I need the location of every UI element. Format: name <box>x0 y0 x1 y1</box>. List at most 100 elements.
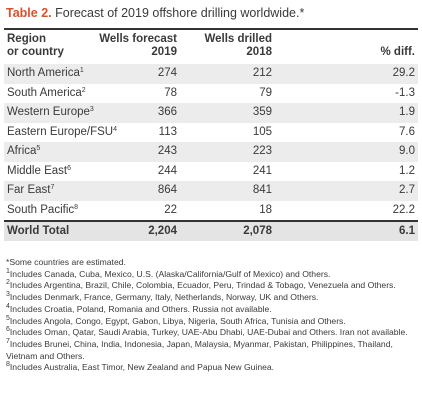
forecast-cell: 864 <box>157 184 177 196</box>
diff-cell: -1.3 <box>395 86 415 99</box>
region-cell: Western Europe3 <box>7 103 94 123</box>
region-cell: Africa5 <box>7 142 40 162</box>
footnote-number: 2 <box>6 279 10 287</box>
table-row: Eastern Europe/FSU4 113 105 7.6 <box>4 123 418 143</box>
note-ref: 3 <box>89 106 94 113</box>
table-row: South America2 78 79 -1.3 <box>4 84 418 104</box>
region: Eastern Europe/FSU <box>7 125 114 138</box>
drilled-cell: 2,078 <box>243 225 272 237</box>
region: Africa <box>7 145 37 157</box>
table-title: Table 2. Forecast of 2019 offshore drill… <box>6 6 304 20</box>
title-label: Table 2. <box>6 6 52 20</box>
table-row: North America1 274 212 29.2 <box>4 64 418 84</box>
footnote-number: 1 <box>6 267 10 275</box>
header-cell: Wells drilled 2018 <box>204 33 272 59</box>
footnote-number: 4 <box>6 302 10 310</box>
diff-cell: 1.2 <box>399 164 415 177</box>
forecast-cell: 78 <box>164 86 177 99</box>
region-cell: World Total <box>7 225 70 237</box>
note-ref: 5 <box>36 145 41 152</box>
region-cell: South Pacific8 <box>7 201 78 221</box>
region-cell: Far East7 <box>7 181 54 201</box>
title-text: Forecast of 2019 offshore drilling world… <box>55 6 305 20</box>
forecast-cell: 274 <box>157 67 177 79</box>
note-ref: 2 <box>81 86 86 94</box>
footnote-text: Includes Canada, Cuba, Mexico, U.S. (Ala… <box>9 268 331 279</box>
footnote-text: Includes Croatia, Poland, Romania and Ot… <box>9 303 272 314</box>
footnote-text: Includes Denmark, France, Germany, Italy… <box>9 292 319 303</box>
footnote: 6Includes Oman, Qatar, Saudi Arabia, Tur… <box>6 326 418 339</box>
diff-cell: 6.1 <box>399 225 415 237</box>
forecast-cell: 366 <box>157 106 177 118</box>
diff-cell: 9.0 <box>399 145 415 157</box>
note-ref: 4 <box>113 125 118 133</box>
region-cell: South America2 <box>7 84 86 104</box>
drilled-cell: 223 <box>252 145 272 157</box>
header-cell: Region or country <box>7 33 64 59</box>
footnote-number: 8 <box>6 361 10 369</box>
footnotes: *Some countries are estimated. 1Includes … <box>6 257 418 374</box>
forecast-cell: 2,204 <box>148 225 177 237</box>
header-line: 2019 <box>151 46 177 58</box>
region: Middle East <box>7 164 68 177</box>
table-row: Western Europe3 366 359 1.9 <box>4 103 418 123</box>
footnote: 7Includes Brunei, China, India, Indonesi… <box>6 337 418 362</box>
table-row: South Pacific8 22 18 22.2 <box>4 201 418 221</box>
region: South America <box>7 86 82 99</box>
drilled-cell: 18 <box>259 203 272 216</box>
note-ref: 7 <box>50 184 55 191</box>
diff-cell: 29.2 <box>392 67 415 79</box>
drilled-cell: 79 <box>259 86 272 99</box>
footnote-text: Includes Argentina, Brazil, Chile, Colom… <box>9 280 396 291</box>
header-row: Region or country Wells forecast 2019 Wells … <box>4 30 418 64</box>
diff-cell: 1.9 <box>399 106 415 118</box>
footnote: 3Includes Denmark, France, Germany, Ital… <box>6 291 418 304</box>
drilled-cell: 241 <box>252 164 272 177</box>
region: North America <box>7 67 80 79</box>
footnote-number: 3 <box>6 291 10 299</box>
footnote-text: Includes Angola, Congo, Egypt, Gabon, Li… <box>9 315 346 326</box>
forecast-cell: 113 <box>158 125 177 138</box>
footnote: 2Includes Argentina, Brazil, Chile, Colo… <box>6 279 418 292</box>
footnote-text: Includes Oman, Qatar, Saudi Arabia, Turk… <box>9 327 408 338</box>
footnote: *Some countries are estimated. <box>6 257 126 267</box>
footnote-text: Includes Australia, East Timor, New Zeal… <box>9 362 275 373</box>
footnote-number: 5 <box>6 314 10 322</box>
header-cell: % diff. <box>381 33 416 59</box>
table-row: Far East7 864 841 2.7 <box>4 181 418 201</box>
footnote-text: Includes Brunei, China, India, Indonesia… <box>6 338 393 361</box>
forecast-cell: 22 <box>164 203 177 216</box>
header-line: 2018 <box>246 46 272 58</box>
footnote: 1Includes Canada, Cuba, Mexico, U.S. (Al… <box>6 267 418 281</box>
drilled-cell: 841 <box>252 184 272 196</box>
note-ref: 1 <box>79 67 84 74</box>
header-cell: Wells forecast 2019 <box>99 33 177 59</box>
footnote: 4Includes Croatia, Poland, Romania and O… <box>6 302 418 316</box>
note-ref: 8 <box>74 203 79 211</box>
forecast-cell: 244 <box>157 164 177 177</box>
total-row: World Total 2,204 2,078 6.1 <box>4 220 418 241</box>
header-line: % diff. <box>380 46 416 58</box>
region: Far East <box>7 184 51 196</box>
drilled-cell: 359 <box>252 106 272 118</box>
diff-cell: 7.6 <box>399 125 415 138</box>
header-line: Region <box>7 33 46 45</box>
table-row: Africa5 243 223 9.0 <box>4 142 418 162</box>
drilled-cell: 105 <box>252 125 272 138</box>
footnote-number: 7 <box>6 337 10 345</box>
diff-cell: 22.2 <box>392 203 415 216</box>
region-cell: Eastern Europe/FSU4 <box>7 123 117 143</box>
footnote: 5Includes Angola, Congo, Egypt, Gabon, L… <box>6 314 418 328</box>
header-line: or country <box>7 46 64 58</box>
drilled-cell: 212 <box>252 67 272 79</box>
footnote-number: 6 <box>6 326 10 334</box>
footnote: 8Includes Australia, East Timor, New Zea… <box>6 361 418 374</box>
table: Region or country Wells forecast 2019 Wells … <box>4 28 418 241</box>
note-ref: 6 <box>67 164 71 172</box>
header-line <box>381 33 416 46</box>
region-cell: North America1 <box>7 64 84 84</box>
table-row: Middle East6 244 241 1.2 <box>4 162 418 182</box>
forecast-cell: 243 <box>157 145 177 157</box>
region: South Pacific <box>7 203 75 216</box>
